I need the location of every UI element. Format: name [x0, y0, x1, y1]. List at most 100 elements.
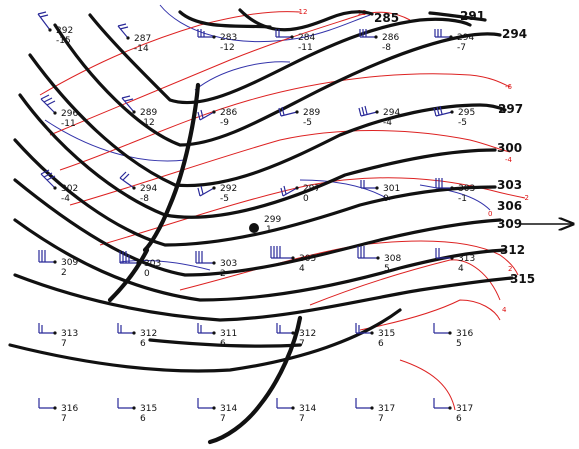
station-plot: 316 7 [38, 398, 78, 424]
station-dot [212, 261, 216, 265]
contour-label: 306 [497, 199, 522, 213]
station-dot [291, 331, 295, 335]
height-contour [13, 178, 502, 277]
station-dot [449, 35, 453, 39]
isotherm-label: -12 [296, 8, 307, 16]
station-dot [291, 256, 295, 260]
station-value: 295 [458, 108, 475, 118]
wind-barb-icon [40, 94, 56, 114]
station-delta: 0 [383, 194, 389, 204]
station-value: 289 [140, 108, 157, 118]
height-contour [28, 53, 507, 188]
station-dot [132, 331, 136, 335]
wind-barb-icon [119, 171, 135, 189]
station-plot: 317 6 [433, 398, 473, 424]
station-value: 294 [140, 184, 157, 194]
station-dot [450, 186, 454, 190]
station-plot: 296 -11 [40, 94, 78, 129]
height-contour [13, 273, 514, 322]
wind-barb-icon [38, 398, 55, 409]
station-value: 294 [383, 108, 400, 118]
wind-barb-icon [355, 398, 372, 409]
isotherm-label: -4 [505, 156, 513, 164]
height-contour [178, 10, 272, 29]
station-value: 313 [61, 329, 78, 339]
isotherm-line [399, 359, 456, 411]
wind-barb-icon [270, 246, 293, 259]
station-plot: 303 -1 [435, 178, 475, 204]
station-delta: 2 [61, 268, 67, 278]
station-dot [212, 186, 216, 190]
station-plot: 292 -5 [197, 184, 237, 204]
station-plot: 317 7 [355, 398, 395, 424]
station-plot: 312 6 [117, 323, 157, 349]
station-plot: 287 -14 [117, 23, 151, 54]
wind-barb-icon [280, 185, 298, 197]
wind-barb-icon [357, 246, 378, 259]
wind-barb-icon [197, 323, 214, 334]
wind-barb-icon [358, 105, 378, 117]
station-delta: 6 [140, 414, 146, 424]
contour-label: 294 [502, 27, 527, 41]
contour-label: 312 [500, 243, 525, 257]
station-delta: -5 [303, 118, 312, 128]
station-value: 303 [144, 259, 161, 269]
trough-line [142, 82, 201, 253]
station-dot [48, 28, 52, 32]
station-dot [212, 406, 216, 410]
wind-barb-icon [433, 398, 450, 409]
station-delta: 5 [456, 339, 462, 349]
station-dot [370, 331, 374, 335]
wind-barb-icon [355, 323, 372, 334]
station-plot: 284 -11 [275, 29, 315, 53]
station-dot [450, 110, 454, 114]
station-dot [295, 110, 299, 114]
station-plots: 292 -15 287 -14 283 -12 284 -11 [37, 11, 475, 424]
wind-barb-icon [197, 398, 214, 409]
wind-barb-icon [117, 398, 134, 409]
station-plot: 294 -7 [434, 29, 474, 53]
height-contour [13, 138, 497, 247]
station-value: 289 [303, 108, 320, 118]
station-delta: 4 [458, 264, 464, 274]
station-dot [450, 256, 454, 260]
station-plot: 315 6 [117, 398, 157, 424]
station-plot: 286 -9 [197, 108, 237, 128]
wind-barb-icon [276, 323, 293, 334]
station-value: 317 [378, 404, 395, 414]
wind-barb-icon [360, 180, 377, 189]
station-plot: 286 -8 [359, 29, 399, 53]
station-delta: 1 [266, 225, 272, 235]
station-delta: 6 [378, 339, 384, 349]
wind-barb-icon [434, 29, 451, 38]
station-dot [126, 36, 130, 40]
wind-barb-icon [119, 251, 138, 264]
height-contour [428, 11, 487, 22]
station-dot [295, 186, 299, 190]
station-delta: 7 [61, 414, 67, 424]
station-dot [448, 406, 452, 410]
wind-barb-icon [433, 323, 450, 334]
station-delta: -11 [61, 119, 76, 129]
station-dot [132, 406, 136, 410]
station-delta: -14 [134, 44, 149, 54]
station-plot: 311 6 [197, 323, 237, 349]
station-delta: 4 [299, 264, 305, 274]
station-plot: 315 6 [355, 323, 395, 349]
contour-label: 291 [460, 9, 485, 23]
station-delta: -4 [383, 118, 392, 128]
station-dot [370, 406, 374, 410]
station-value: 286 [220, 108, 237, 118]
contour-label: 297 [498, 102, 523, 116]
isotherm-line [359, 299, 501, 331]
station-delta: -9 [220, 118, 229, 128]
station-delta: -11 [298, 43, 313, 53]
streamline [419, 184, 491, 211]
wind-barb-icon [276, 398, 293, 409]
station-value: 297 [303, 184, 320, 194]
isotherm-line [49, 11, 411, 136]
station-value: 294 [457, 33, 474, 43]
station-value: 316 [456, 329, 473, 339]
station-dot [132, 110, 136, 114]
station-delta: 2 [220, 269, 226, 279]
